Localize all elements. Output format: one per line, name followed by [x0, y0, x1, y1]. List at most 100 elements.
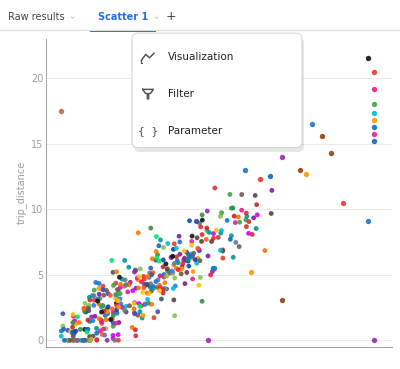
- Point: [114, 310, 120, 316]
- Point: [198, 224, 204, 230]
- Point: [230, 205, 236, 211]
- Point: [254, 202, 260, 208]
- Point: [137, 309, 143, 315]
- Point: [243, 210, 250, 216]
- Point: [148, 288, 155, 294]
- Point: [69, 329, 76, 335]
- Point: [253, 225, 259, 231]
- Y-axis label: trip_distance: trip_distance: [16, 161, 27, 224]
- Point: [70, 313, 76, 319]
- Point: [114, 307, 120, 313]
- Point: [220, 248, 226, 254]
- Point: [160, 290, 166, 296]
- Point: [168, 255, 174, 261]
- Point: [134, 277, 141, 283]
- Point: [180, 261, 186, 267]
- Point: [173, 265, 180, 271]
- Point: [230, 254, 236, 260]
- Point: [141, 276, 148, 282]
- Point: [144, 296, 151, 302]
- Point: [137, 303, 143, 309]
- Point: [218, 210, 225, 215]
- Point: [203, 237, 210, 242]
- Point: [94, 296, 101, 302]
- Point: [113, 269, 120, 275]
- Point: [85, 306, 91, 311]
- Point: [164, 266, 170, 272]
- Point: [94, 298, 101, 304]
- Point: [340, 200, 346, 206]
- Point: [90, 318, 96, 324]
- Point: [113, 300, 120, 306]
- Point: [92, 313, 98, 319]
- Point: [85, 317, 91, 323]
- Point: [160, 286, 166, 292]
- Point: [98, 309, 105, 315]
- Point: [231, 213, 237, 219]
- Point: [170, 262, 177, 268]
- Point: [262, 248, 268, 254]
- Point: [194, 245, 201, 251]
- Point: [82, 327, 88, 332]
- Point: [102, 313, 108, 318]
- Point: [156, 282, 163, 288]
- Point: [303, 171, 310, 177]
- Point: [217, 247, 224, 253]
- Text: Visualization: Visualization: [168, 52, 234, 62]
- Point: [194, 255, 201, 261]
- Point: [58, 328, 64, 334]
- Point: [181, 255, 188, 261]
- Point: [137, 266, 144, 272]
- Point: [278, 297, 285, 303]
- Point: [119, 304, 125, 310]
- Point: [70, 337, 76, 343]
- Point: [100, 287, 106, 293]
- Point: [99, 303, 106, 309]
- Point: [145, 300, 152, 306]
- Point: [110, 309, 116, 315]
- Point: [133, 285, 139, 291]
- Point: [196, 282, 202, 288]
- Point: [131, 300, 137, 306]
- Point: [70, 320, 76, 325]
- Point: [171, 241, 178, 247]
- Point: [204, 225, 210, 231]
- Point: [173, 254, 180, 260]
- Point: [87, 297, 93, 303]
- Point: [154, 284, 160, 290]
- Point: [208, 238, 215, 244]
- Point: [91, 297, 98, 303]
- Point: [60, 326, 67, 332]
- Point: [126, 264, 132, 270]
- Point: [101, 292, 107, 298]
- Point: [69, 330, 75, 336]
- Point: [70, 329, 77, 335]
- Point: [194, 219, 200, 225]
- Point: [157, 273, 163, 279]
- Point: [211, 265, 218, 271]
- Point: [144, 282, 151, 287]
- Point: [91, 287, 98, 293]
- Point: [109, 316, 116, 322]
- Point: [163, 261, 169, 267]
- Point: [65, 327, 71, 333]
- Point: [82, 337, 89, 343]
- Point: [174, 258, 180, 264]
- Point: [238, 207, 245, 213]
- Point: [132, 300, 138, 306]
- Point: [141, 285, 147, 291]
- Text: Raw results: Raw results: [8, 11, 65, 22]
- Point: [370, 111, 377, 117]
- Point: [155, 277, 161, 283]
- Point: [91, 293, 97, 299]
- Point: [86, 303, 92, 308]
- Point: [184, 256, 191, 262]
- Text: Parameter: Parameter: [168, 126, 222, 136]
- Point: [96, 280, 102, 286]
- Point: [236, 244, 242, 249]
- Point: [94, 337, 100, 343]
- Point: [238, 192, 245, 197]
- Point: [166, 270, 173, 276]
- Point: [148, 301, 155, 307]
- Point: [74, 337, 81, 343]
